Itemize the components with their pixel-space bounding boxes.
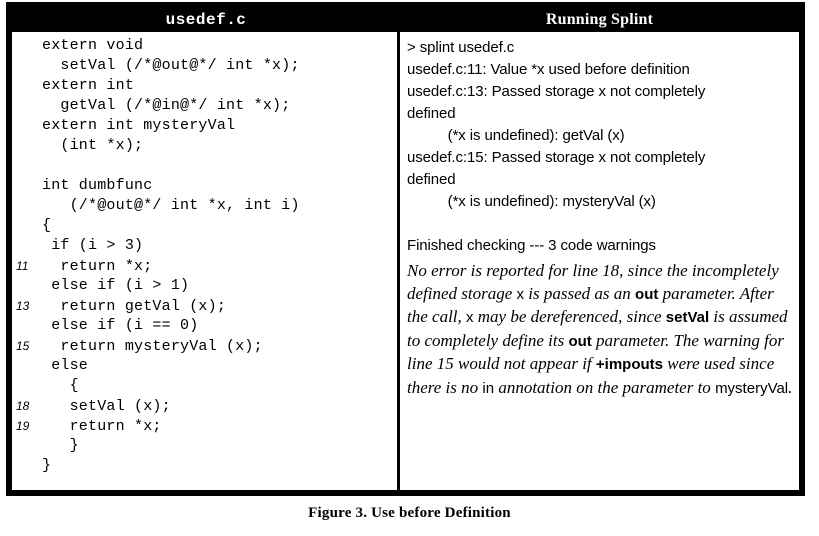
code-line: }: [12, 456, 397, 476]
code-line: (/*@out@*/ int *x, int i): [12, 196, 397, 216]
source-code-panel: extern void setVal (/*@out@*/ int *x); ex…: [12, 32, 400, 490]
code-line: {: [12, 376, 397, 396]
code-line: else: [12, 356, 397, 376]
commentary-segment: may be dereferenced, since: [473, 307, 666, 326]
code-line: 13 return getVal (x);: [12, 296, 397, 316]
commentary-segment: x: [516, 285, 525, 303]
commentary-segment: .: [788, 377, 793, 397]
code-line-number: 13: [16, 299, 30, 313]
code-line-text: }: [42, 437, 79, 454]
code-line-text: (/*@out@*/ int *x, int i): [42, 197, 300, 214]
code-line-text: return getVal (x);: [42, 298, 227, 315]
code-line: getVal (/*@in@*/ int *x);: [12, 96, 397, 116]
code-line-text: {: [42, 377, 79, 394]
code-line-text: extern int: [42, 77, 135, 94]
output-line: usedef.c:13: Passed storage x not comple…: [407, 83, 706, 100]
code-line-text: return *x;: [42, 418, 162, 435]
comparison-table: usedef.c Running Splint extern void setV…: [6, 2, 805, 496]
commentary-segment: x: [466, 309, 474, 326]
code-line: 18 setVal (x);: [12, 396, 397, 416]
code-line: else if (i > 1): [12, 276, 397, 296]
code-line: }: [12, 436, 397, 456]
output-line: (*x is undefined): getVal (x): [407, 127, 625, 144]
code-line-number: 18: [16, 399, 30, 413]
code-line-number: 19: [16, 419, 30, 433]
code-line-text: else if (i == 0): [42, 317, 199, 334]
code-line-text: getVal (/*@in@*/ int *x);: [42, 97, 291, 114]
header-source-file: usedef.c: [12, 8, 400, 32]
code-line: {: [12, 216, 397, 236]
output-line: Finished checking --- 3 code warnings: [407, 237, 656, 254]
code-line-text: setVal (/*@out@*/ int *x);: [42, 57, 300, 74]
figure-caption: Figure 3. Use before Definition: [308, 505, 511, 521]
code-line: int dumbfunc: [12, 176, 397, 196]
code-line-text: setVal (x);: [42, 398, 171, 415]
commentary-segment: parameter. After the call,: [407, 283, 774, 327]
code-line-text: }: [42, 457, 52, 474]
splint-output-panel: > splint usedef.c usedef.c:11: Value *x u…: [400, 32, 799, 490]
code-line: if (i > 3): [12, 236, 397, 256]
code-listing: extern void setVal (/*@out@*/ int *x); ex…: [12, 36, 397, 476]
output-line: > splint usedef.c: [407, 39, 515, 56]
commentary-segment: is assumed to completely define its: [407, 307, 788, 350]
commentary-segment: No error is reported for line 18, since …: [407, 261, 779, 303]
code-line-text: extern int mysteryVal: [42, 117, 236, 134]
commentary-segment: annotation on the parameter to: [494, 377, 716, 397]
code-line: 19 return *x;: [12, 416, 397, 436]
commentary-segment: out: [568, 332, 592, 350]
output-line: usedef.c:15: Passed storage x not comple…: [407, 149, 706, 166]
table-body-row: extern void setVal (/*@out@*/ int *x); ex…: [12, 32, 799, 490]
code-line-number: 15: [16, 339, 30, 353]
commentary-segment: out: [635, 285, 659, 303]
table-header-row: usedef.c Running Splint: [12, 8, 799, 32]
code-line-text: return *x;: [42, 258, 153, 275]
code-line: [12, 156, 397, 176]
commentary-segment: setVal: [665, 309, 710, 326]
commentary-segment: +impouts: [595, 356, 663, 373]
output-line: (*x is undefined): mysteryVal (x): [407, 193, 656, 210]
code-line-text: return mysteryVal (x);: [42, 338, 263, 355]
code-line: (int *x);: [12, 136, 397, 156]
commentary-segment: is passed as an: [524, 283, 636, 303]
commentary-segment: in: [482, 379, 495, 397]
output-blank-line: [407, 213, 793, 235]
code-line: 15 return mysteryVal (x);: [12, 336, 397, 356]
code-line-text: extern void: [42, 37, 144, 54]
commentary-paragraph: No error is reported for line 18, since …: [407, 260, 793, 400]
output-line: defined: [407, 105, 456, 122]
commentary-segment: parameter. The warning for line 15 would…: [407, 330, 784, 374]
code-line-text: if (i > 3): [42, 237, 144, 254]
code-line-text: {: [42, 217, 52, 234]
output-line: usedef.c:11: Value *x used before defini…: [407, 61, 690, 78]
code-line: extern void: [12, 36, 397, 56]
code-line: setVal (/*@out@*/ int *x);: [12, 56, 397, 76]
header-running-splint: Running Splint: [400, 8, 799, 32]
code-line-text: (int *x);: [42, 137, 144, 154]
output-line: defined: [407, 171, 456, 188]
code-line-text: else if (i > 1): [42, 277, 190, 294]
commentary-segment: mysteryVal: [715, 379, 789, 397]
splint-console-output: > splint usedef.c usedef.c:11: Value *x u…: [407, 37, 793, 257]
code-line: extern int: [12, 76, 397, 96]
code-line-text: else: [42, 357, 89, 374]
code-line-text: int dumbfunc: [42, 177, 153, 194]
commentary-segment: were used since there is no: [407, 354, 775, 397]
code-line: else if (i == 0): [12, 316, 397, 336]
code-line: extern int mysteryVal: [12, 116, 397, 136]
code-line: 11 return *x;: [12, 256, 397, 276]
code-line-number: 11: [16, 259, 29, 273]
